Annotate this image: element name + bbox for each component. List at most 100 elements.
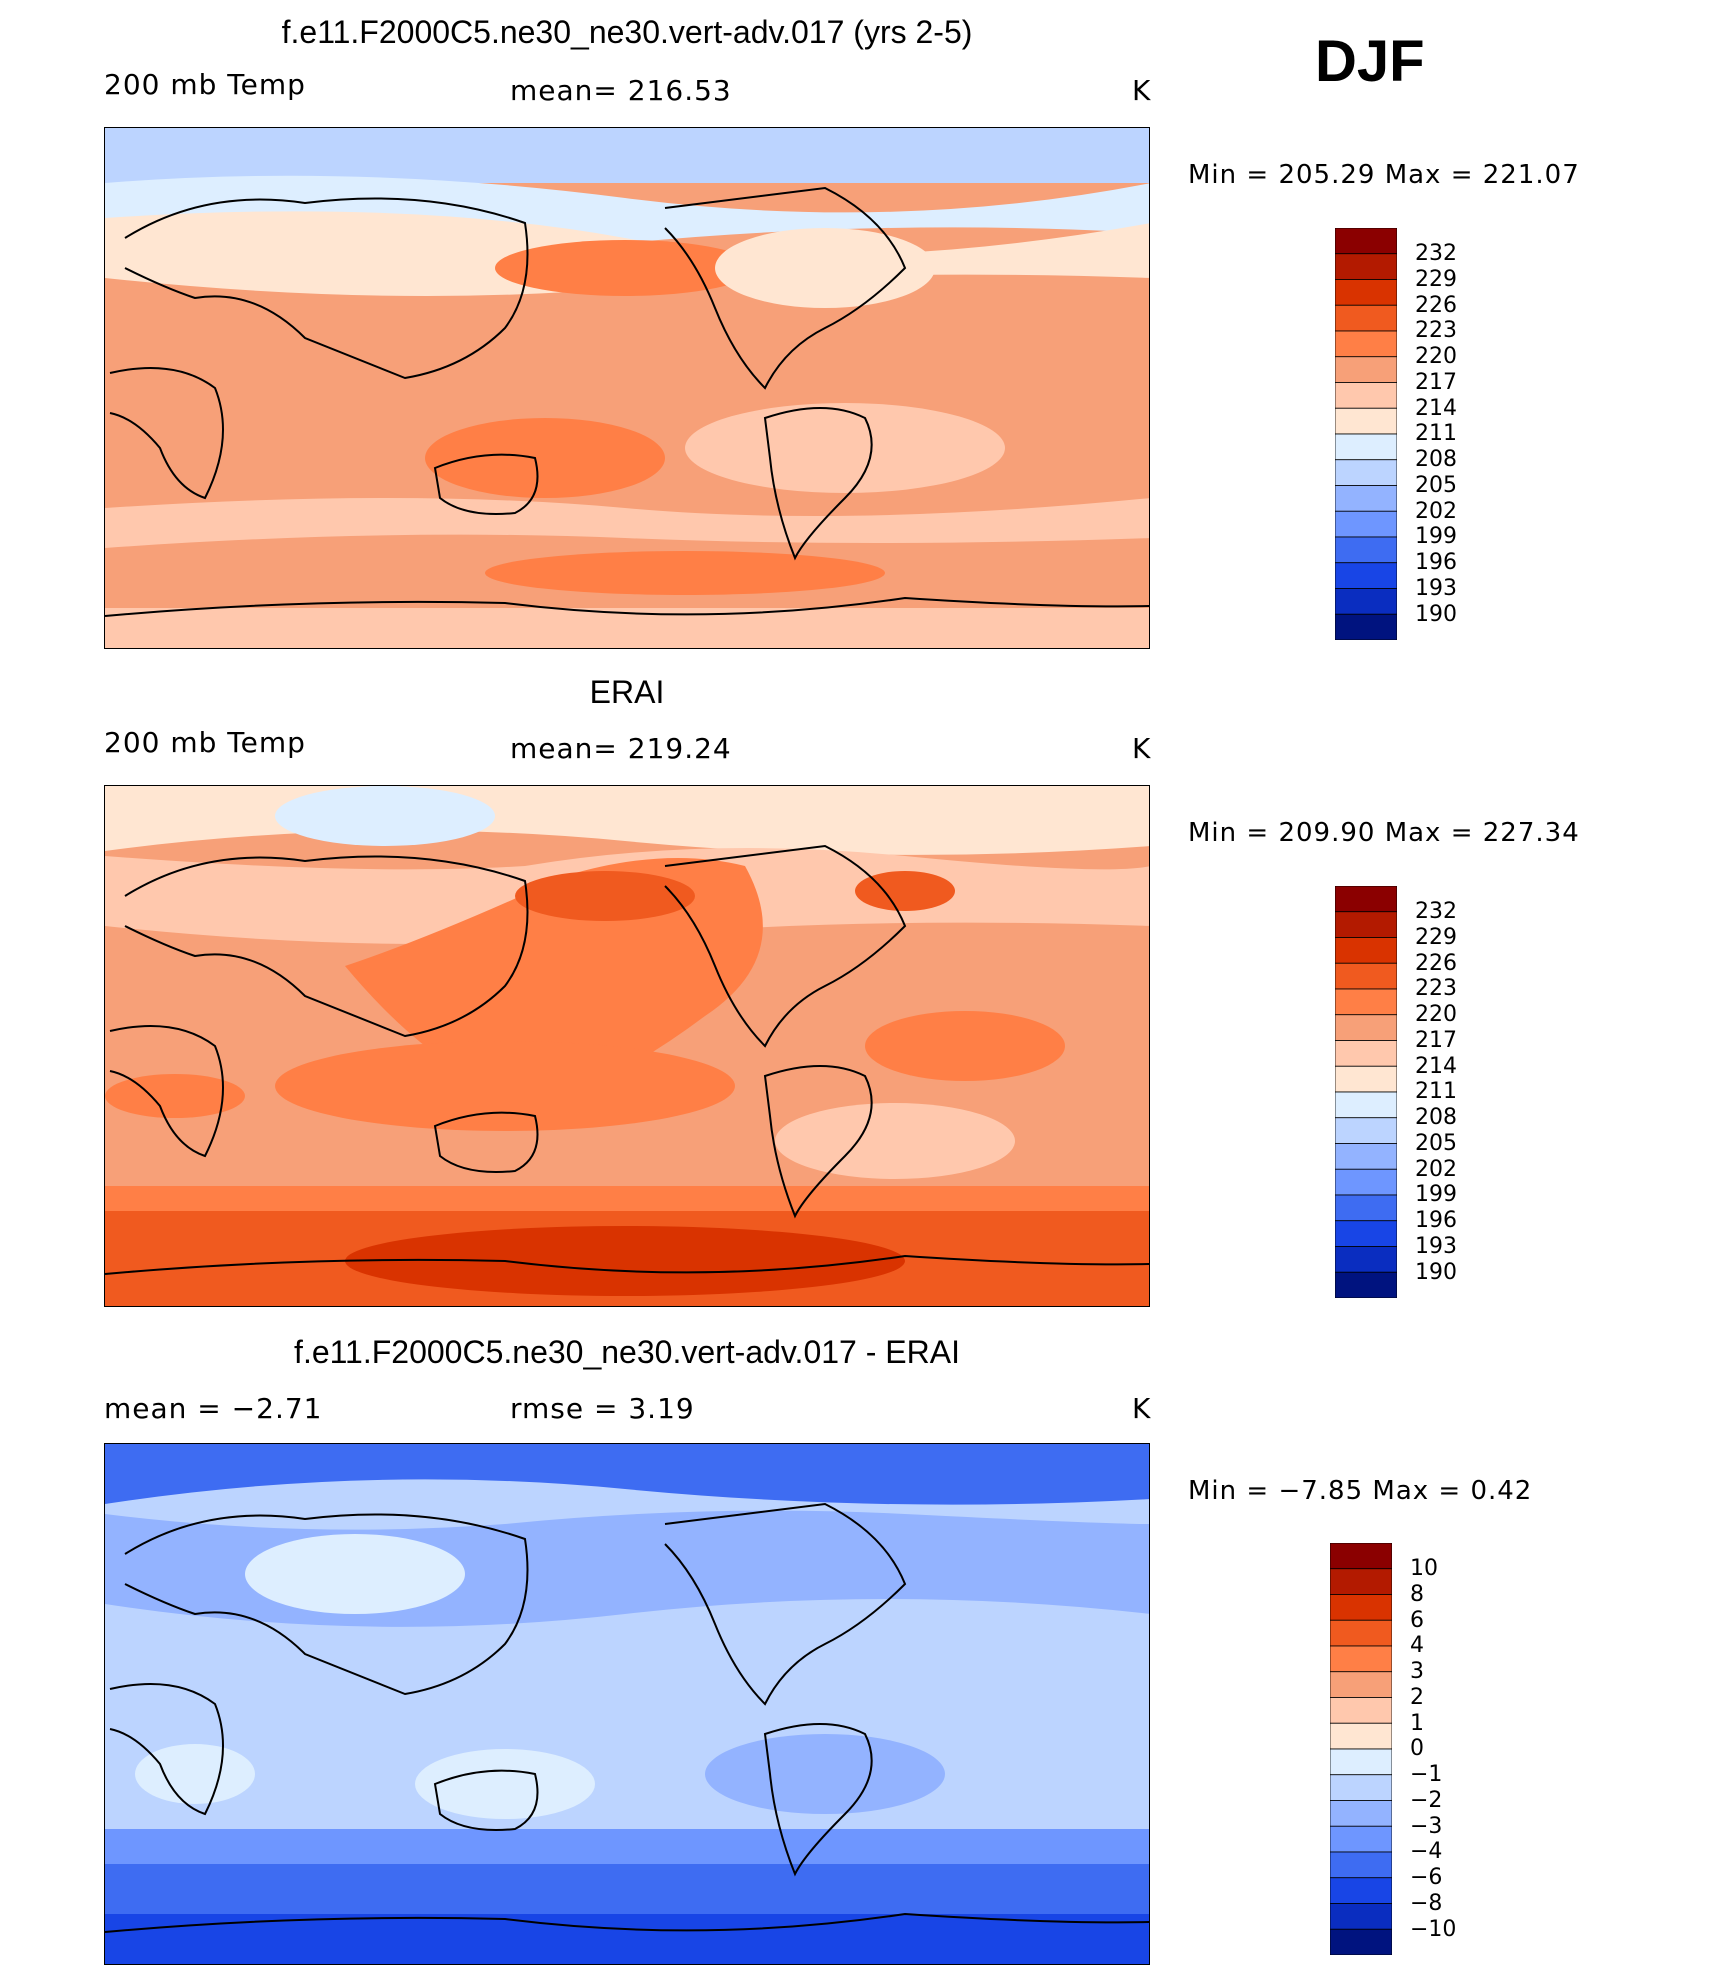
colorbar-swatch [1335, 1040, 1397, 1067]
field-warm-siberia [245, 1534, 465, 1614]
colorbar-swatch [1335, 485, 1397, 512]
colorbar-label: 208 [1415, 447, 1457, 472]
colorbar-label: −4 [1410, 1839, 1443, 1864]
coastlines [105, 186, 1149, 617]
panel-1-units: K [1132, 74, 1152, 107]
colorbar-swatch [1335, 1091, 1397, 1119]
colorbar-label: 190 [1415, 602, 1457, 627]
colorbar-swatch [1330, 1594, 1392, 1621]
colorbar-label: 226 [1415, 293, 1457, 318]
colorbar-swatch [1330, 1928, 1392, 1955]
field-warm-pacific [495, 240, 755, 296]
colorbar-swatch [1335, 536, 1397, 564]
colorbar-swatch [1330, 1697, 1392, 1724]
field-cool-pacific [685, 403, 1005, 493]
colorbar-label: 226 [1415, 951, 1457, 976]
colorbar-swatch [1335, 228, 1397, 255]
colorbar-label: 3 [1410, 1659, 1424, 1684]
colorbar-label: 6 [1410, 1608, 1424, 1633]
field-band-north [105, 1444, 1149, 1505]
colorbar-swatch [1330, 1825, 1392, 1853]
colorbar-swatch [1335, 1220, 1397, 1247]
colorbar-swatch [1335, 330, 1397, 358]
colorbar-swatch [1335, 356, 1397, 383]
colorbar-label: 10 [1410, 1556, 1438, 1581]
colorbar-label: 220 [1415, 344, 1457, 369]
field-warm-africa [105, 1074, 245, 1118]
panel-2-title: ERAI [589, 674, 665, 710]
field-warm-australia [425, 418, 665, 498]
panel-1-minmax: Min = 205.29 Max = 221.07 [1188, 160, 1580, 190]
colorbar-label: 202 [1415, 1157, 1457, 1182]
colorbar-label: 199 [1415, 1182, 1457, 1207]
colorbar-swatch [1335, 1194, 1397, 1222]
colorbar-label: 193 [1415, 576, 1457, 601]
coast-antarctica [105, 1912, 1149, 1933]
coast-antarctica [105, 1254, 1149, 1275]
colorbar-swatch [1330, 1671, 1392, 1698]
coast-south-america [763, 1723, 873, 1877]
colorbar-label: 217 [1415, 370, 1457, 395]
colorbar-swatch [1335, 433, 1397, 461]
colorbar-label: 208 [1415, 1105, 1457, 1130]
colorbar-swatch [1335, 253, 1397, 280]
colorbar-label: −6 [1410, 1865, 1443, 1890]
colorbar-label: 205 [1415, 473, 1457, 498]
colorbar-swatch [1335, 1168, 1397, 1196]
colorbar-swatch [1335, 962, 1397, 990]
colorbar-swatch [1335, 1271, 1397, 1298]
field-warm-africa [135, 1744, 255, 1804]
season-label: DJF [1315, 29, 1425, 94]
coast-south-america [763, 407, 873, 561]
colorbar-swatch [1335, 459, 1397, 486]
colorbar-swatch [1335, 1117, 1397, 1144]
colorbar-swatch [1335, 1143, 1397, 1170]
colorbar-swatch [1330, 1722, 1392, 1750]
field-warm-antarctic [345, 1226, 905, 1296]
colorbar-label: 199 [1415, 524, 1457, 549]
colorbar-swatch [1335, 1065, 1397, 1093]
colorbar-swatch [1330, 1851, 1392, 1879]
colorbar-swatch [1335, 988, 1397, 1016]
colorbar-swatch [1330, 1877, 1392, 1904]
coast-south-america [763, 1065, 873, 1219]
colorbar-label: 193 [1415, 1234, 1457, 1259]
colorbar-label: 196 [1415, 550, 1457, 575]
colorbar-label: 8 [1410, 1582, 1424, 1607]
colorbar-swatch [1330, 1800, 1392, 1827]
field-warm-south-america [865, 1011, 1065, 1081]
panel-2-minmax: Min = 209.90 Max = 227.34 [1188, 818, 1580, 848]
colorbar-swatch [1330, 1903, 1392, 1930]
field-cold-siberia [275, 786, 495, 846]
coast-north-america [664, 844, 907, 1048]
colorbar-swatch [1335, 382, 1397, 409]
panel-1-mean-label: mean= 216.53 [510, 74, 732, 107]
panel-1-variable-label: 200 mb Temp [104, 68, 306, 101]
colorbar-label: 223 [1415, 318, 1457, 343]
colorbar-label: −2 [1410, 1788, 1443, 1813]
colorbar-label: 229 [1415, 267, 1457, 292]
panel-3-units: K [1132, 1392, 1152, 1425]
colorbar-swatch [1330, 1619, 1392, 1647]
field-warm-indian [275, 1041, 735, 1131]
colorbar-swatch [1330, 1568, 1392, 1595]
colorbar-swatch [1335, 911, 1397, 938]
coast-eurasia [124, 197, 529, 380]
colorbar-label: 211 [1415, 421, 1457, 446]
field-cool-atlantic [715, 228, 935, 308]
colorbar-swatch [1335, 279, 1397, 306]
coast-north-america [664, 1502, 907, 1706]
colorbar-label: −8 [1410, 1891, 1443, 1916]
coast-africa [109, 1025, 224, 1158]
colorbar-label: 214 [1415, 1054, 1457, 1079]
coastlines [105, 844, 1149, 1275]
colorbar-label: 223 [1415, 976, 1457, 1001]
coast-antarctica [105, 596, 1149, 617]
coast-north-america [664, 186, 907, 390]
colorbar-label: 211 [1415, 1079, 1457, 1104]
panel-3-title: f.e11.F2000C5.ne30_ne30.vert-adv.017 - E… [294, 1334, 960, 1370]
colorbar-label: 232 [1415, 899, 1457, 924]
colorbar-label: −3 [1410, 1814, 1443, 1839]
colorbar-label: 217 [1415, 1028, 1457, 1053]
panel-2-map [104, 785, 1150, 1307]
